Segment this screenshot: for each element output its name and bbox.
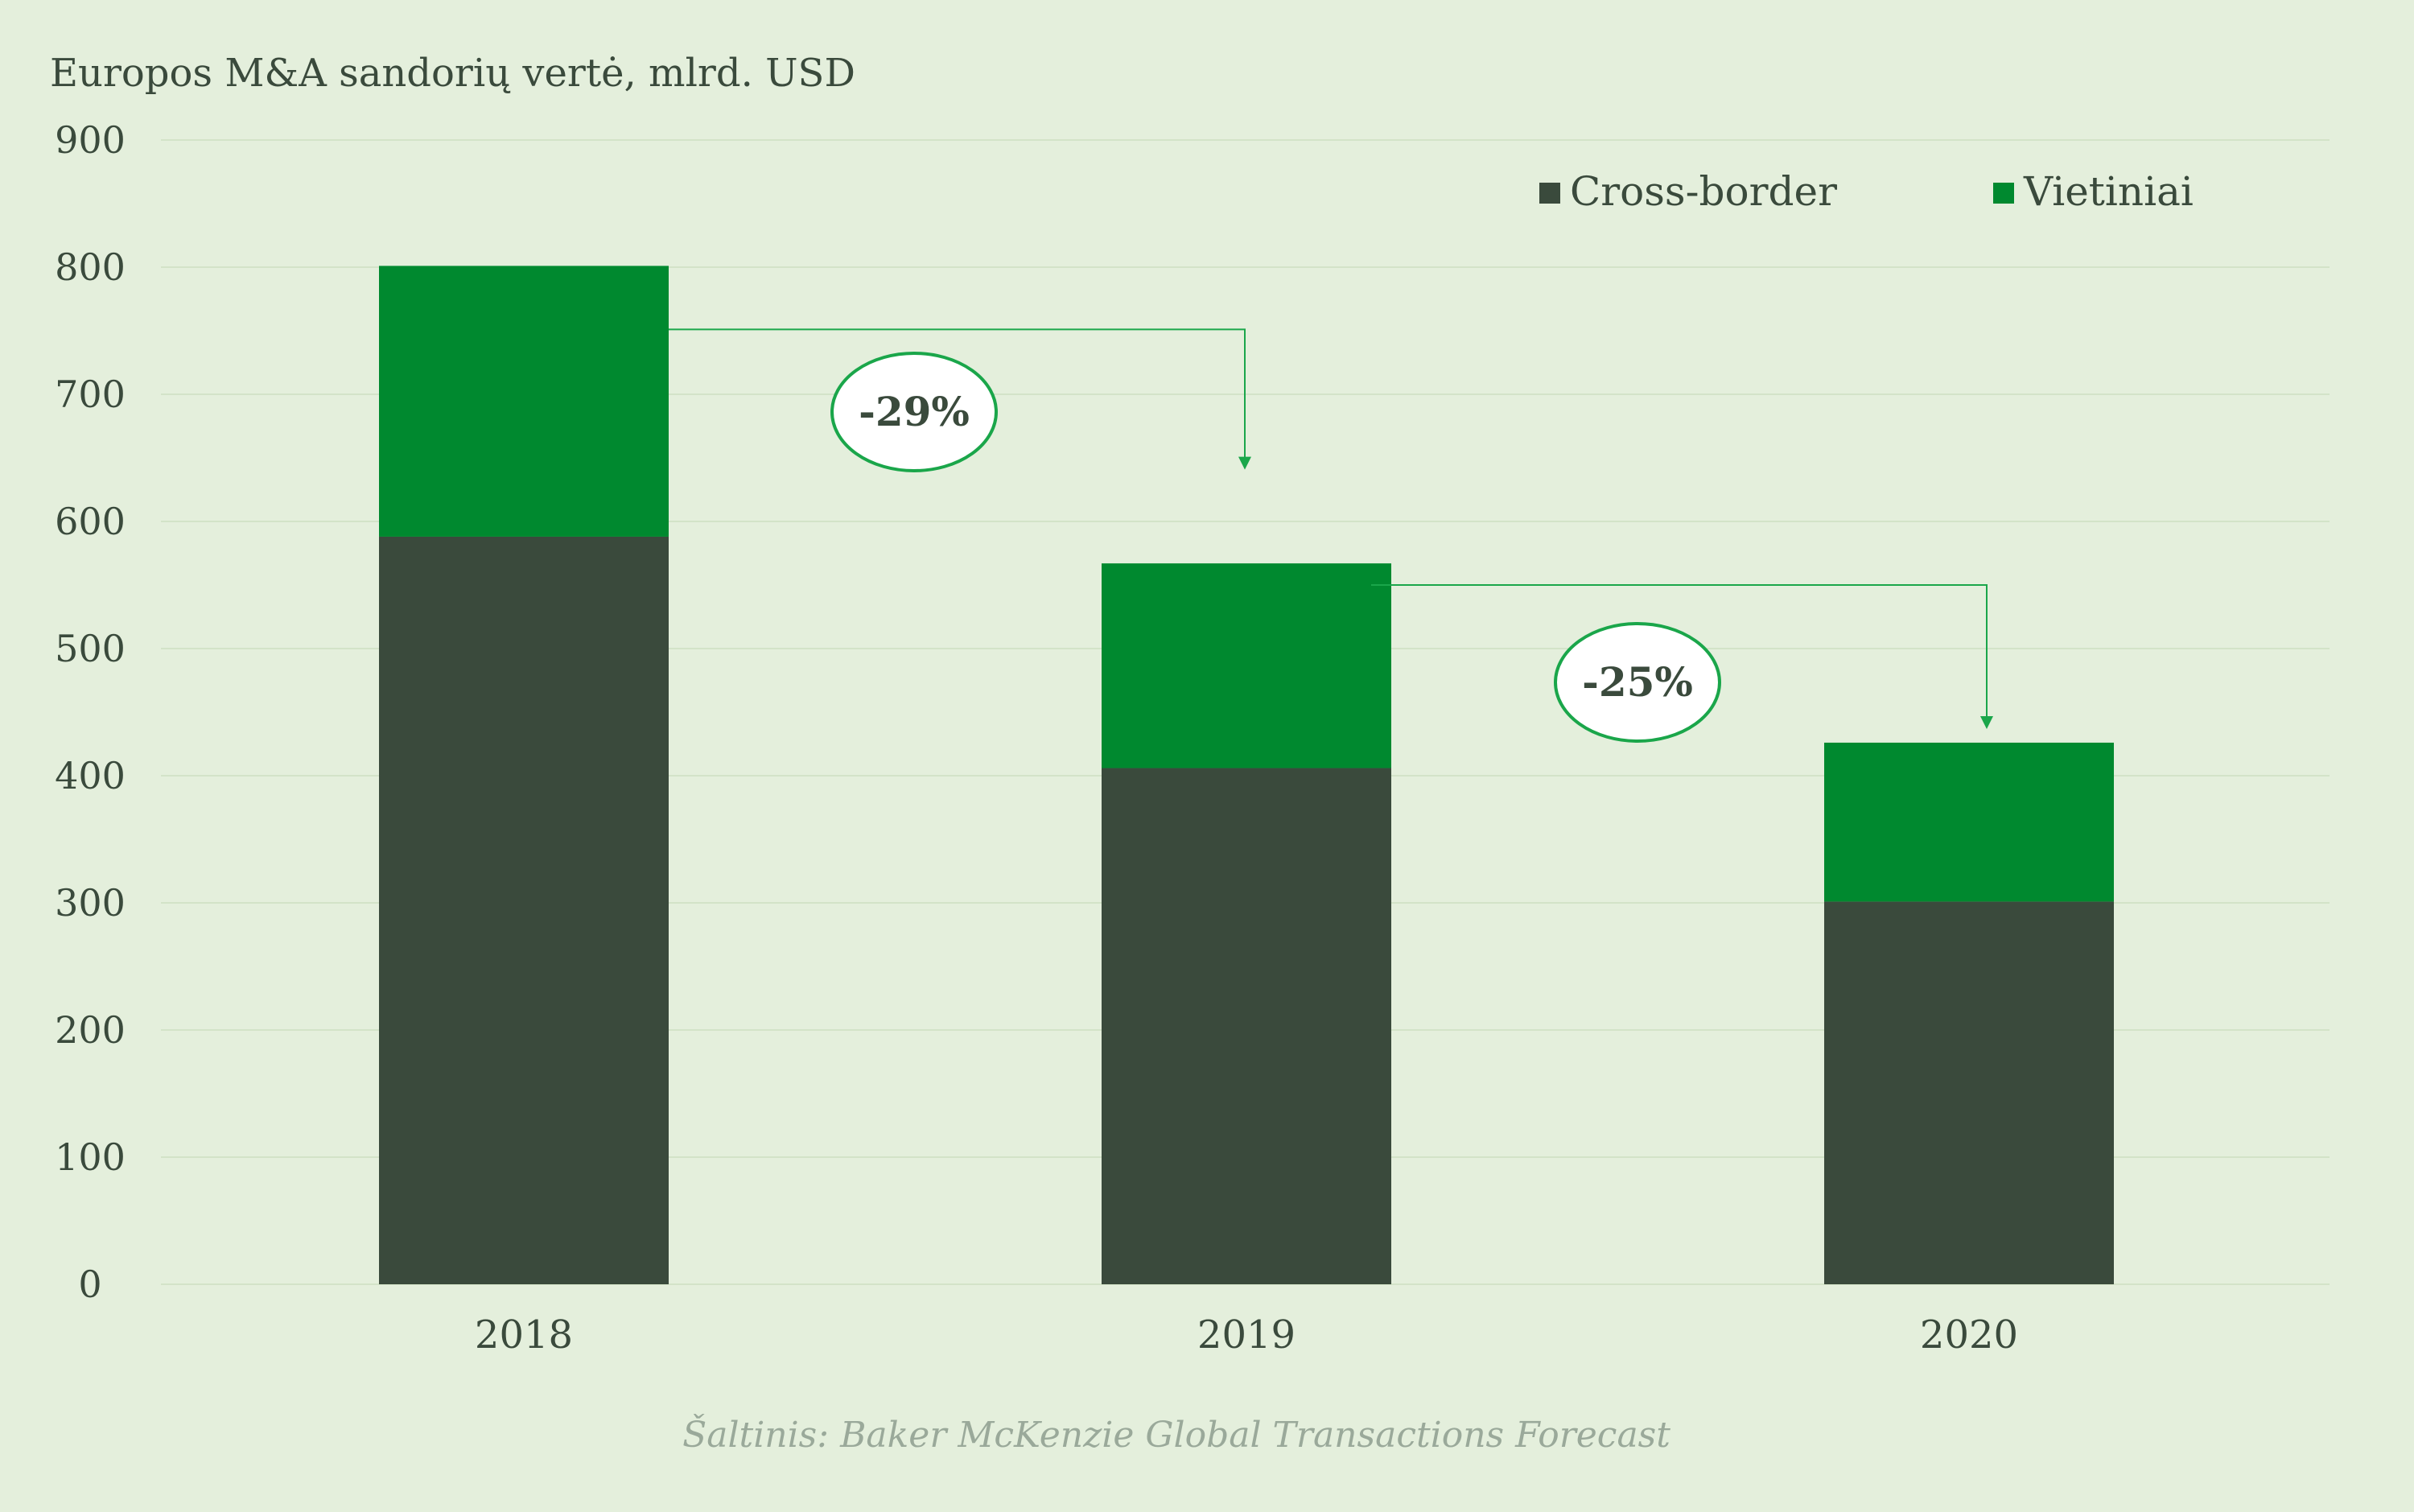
change-connector xyxy=(669,328,1251,470)
legend-swatch xyxy=(1993,183,2014,204)
x-tick-label: 2019 xyxy=(1197,1312,1296,1358)
change-badge xyxy=(1554,622,1721,743)
source-note: Šaltinis: Baker McKenzie Global Transact… xyxy=(682,1413,1670,1456)
bars xyxy=(379,266,2114,1284)
y-tick-label: 900 xyxy=(55,118,126,162)
y-tick-label: 100 xyxy=(55,1135,126,1179)
y-tick-label: 800 xyxy=(55,245,126,289)
y-tick-label: 400 xyxy=(55,754,126,797)
x-axis-tick-labels: 2018 2019 2020 xyxy=(475,1312,2018,1358)
bar-cross-border-2020 xyxy=(1824,901,2114,1284)
legend-label: Cross-border xyxy=(1570,168,1837,215)
legend-swatch xyxy=(1539,183,1560,204)
change-badge-label: -25% xyxy=(1582,658,1693,706)
change-connector xyxy=(1371,584,1993,729)
bar-cross-border-2019 xyxy=(1102,768,1391,1284)
change-badge xyxy=(830,352,998,472)
bar-vietiniai-2018 xyxy=(379,266,669,537)
bar-vietiniai-2020 xyxy=(1824,742,2114,902)
legend: Cross-border Vietiniai xyxy=(1539,168,2194,215)
y-tick-label: 0 xyxy=(78,1263,101,1306)
change-badge-label: -29% xyxy=(859,388,970,435)
y-tick-label: 700 xyxy=(55,373,126,416)
change-annotations: -29% -25% xyxy=(669,328,1993,743)
x-tick-label: 2020 xyxy=(1920,1312,2018,1358)
y-tick-label: 600 xyxy=(55,500,126,543)
chart-title: Europos M&A sandorių vertė, mlrd. USD xyxy=(50,51,855,96)
y-tick-label: 300 xyxy=(55,881,126,925)
legend-label: Vietiniai xyxy=(2023,168,2194,215)
x-tick-label: 2018 xyxy=(475,1312,573,1358)
y-axis-tick-labels: 0 100 200 300 400 500 600 700 800 900 xyxy=(55,118,126,1306)
bar-vietiniai-2019 xyxy=(1102,563,1391,768)
bar-cross-border-2018 xyxy=(379,536,669,1284)
y-tick-label: 200 xyxy=(55,1008,126,1052)
y-tick-label: 500 xyxy=(55,627,126,670)
